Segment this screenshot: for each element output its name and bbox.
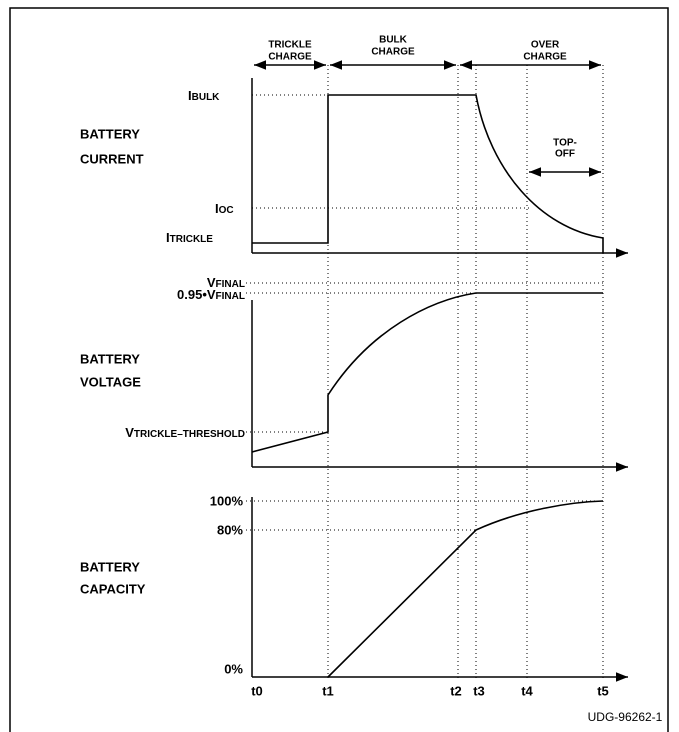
phase-label: CHARGE [371,47,415,58]
level-label: 0.95•VFINAL [177,287,245,302]
time-label: t0 [251,683,263,698]
phase-label: TOP- [553,138,577,149]
time-label: t1 [322,683,334,698]
current-panel: BATTERY CURRENT IBULK IOC ITRICKLE [80,78,628,258]
time-label: t2 [450,683,462,698]
level-label: 80% [217,522,243,537]
level-label: VFINAL [207,275,245,290]
phase-label: OFF [555,149,575,160]
level-label: IBULK [188,88,220,103]
time-label: t3 [473,683,485,698]
phase-label: CHARGE [523,52,567,63]
panel-title: BATTERY [80,559,140,574]
frame [9,7,669,732]
time-guides [327,65,604,680]
voltage-panel: BATTERY VOLTAGE VFINAL 0.95•VFINAL VTRIC… [80,275,628,472]
time-label: t4 [521,683,533,698]
panel-title: CAPACITY [80,581,146,596]
level-label: 0% [224,661,243,676]
time-label: t5 [597,683,609,698]
phase-label: CHARGE [268,52,312,63]
phase-labels: TRICKLE CHARGE BULK CHARGE OVER CHARGE T… [268,35,577,160]
phase-label: OVER [531,40,560,51]
panel-title: CURRENT [80,151,144,166]
phase-label: TRICKLE [268,40,312,51]
figure-id: UDG-96262-1 [588,710,663,724]
level-label: IOC [215,201,234,216]
level-label: ITRICKLE [166,230,213,245]
capacity-panel: BATTERY CAPACITY 100% 80% 0% [80,493,628,682]
panel-title: BATTERY [80,351,140,366]
phase-arrows [254,60,601,177]
time-labels: t0 t1 t2 t3 t4 t5 [251,683,609,698]
level-label: 100% [210,493,244,508]
panel-title: VOLTAGE [80,374,141,389]
level-label: VTRICKLE–THRESHOLD [125,425,245,440]
phase-label: BULK [379,35,408,46]
panel-title: BATTERY [80,126,140,141]
